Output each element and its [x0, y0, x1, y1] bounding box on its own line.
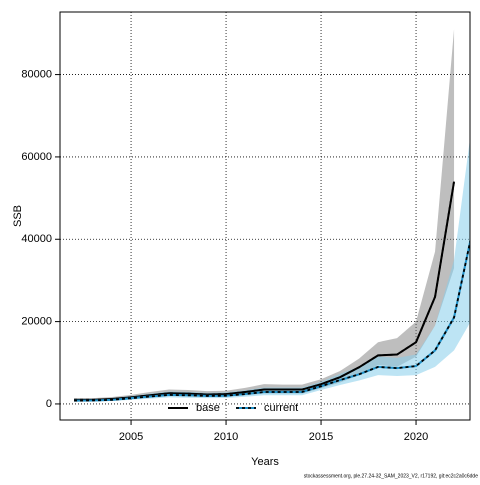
confidence-band — [74, 138, 470, 402]
series-line-dash — [74, 181, 455, 401]
x-tick-label: 2020 — [404, 431, 428, 443]
x-axis-label: Years — [251, 456, 279, 468]
y-tick-label: 0 — [46, 398, 52, 410]
plot-frame — [59, 11, 471, 421]
x-tick-label: 2010 — [214, 431, 238, 443]
y-tick-label: 60000 — [21, 151, 52, 163]
legend-label: base — [196, 402, 220, 414]
y-axis-label: SSB — [12, 205, 24, 227]
y-tick-label: 40000 — [21, 233, 52, 245]
y-tick-label: 80000 — [21, 68, 52, 80]
plot-area — [60, 12, 470, 420]
x-tick-label: 2005 — [119, 431, 143, 443]
x-tick-label: 2015 — [309, 431, 333, 443]
footer: stockassessment.org, ple.27.24-32_SAM_20… — [304, 473, 478, 479]
y-tick-label: 20000 — [21, 316, 52, 328]
series-line-dash — [74, 238, 470, 402]
legend-label: current — [264, 402, 298, 414]
